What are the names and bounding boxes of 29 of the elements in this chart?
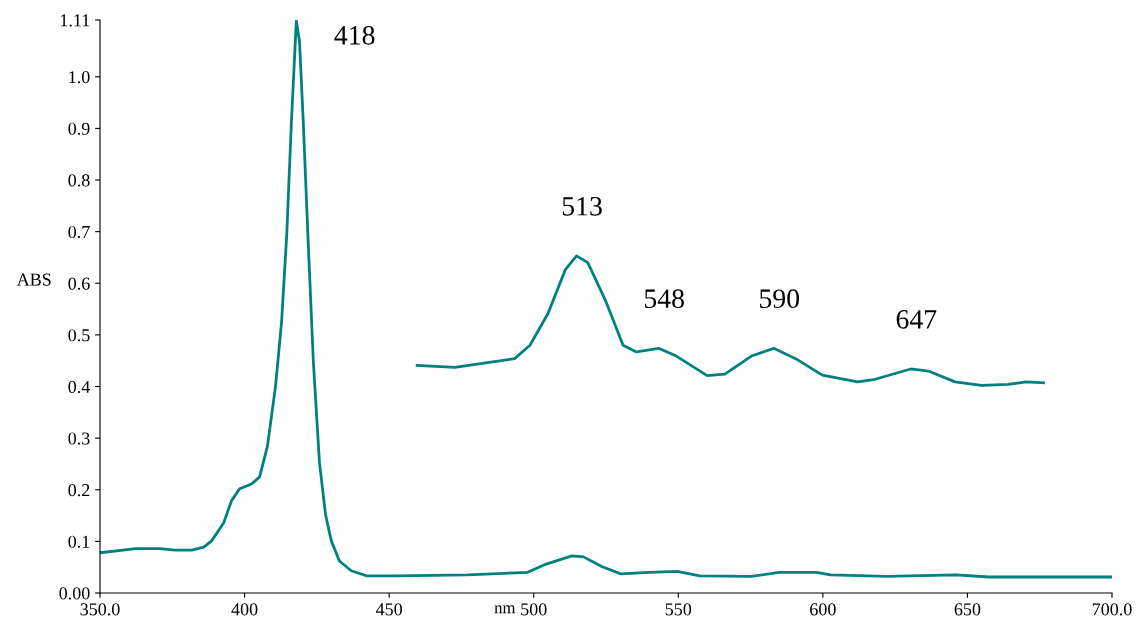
x-tick-label: 500 xyxy=(521,603,547,616)
x-tick-label: 550 xyxy=(665,603,692,616)
y-tick-label: 0.7 xyxy=(68,225,90,239)
y-tick-label: 0.4 xyxy=(68,380,90,394)
y-tick-label: 1.11 xyxy=(60,14,90,27)
line-series xyxy=(100,20,1112,579)
x-axis-title: nm xyxy=(494,605,516,614)
x-tick-label: 450 xyxy=(375,603,402,616)
annotation: 647 xyxy=(896,310,937,329)
y-tick-label: 0.9 xyxy=(68,122,90,135)
y-tick-label: 0.6 xyxy=(68,277,90,290)
annotation: 548 xyxy=(644,289,684,309)
x-tick-label: 600 xyxy=(810,603,836,616)
y-tick-label: 1.0 xyxy=(69,71,90,84)
x-tick-label: 400 xyxy=(231,603,258,616)
y-tick-label: 0.1 xyxy=(68,535,90,548)
y-tick-label: 0.00 xyxy=(59,587,90,600)
y-tick-label: 0.5 xyxy=(68,329,90,342)
y-tick-label: 0.2 xyxy=(68,484,90,497)
annotation: 418 xyxy=(334,25,375,45)
y-tick-label: 0.8 xyxy=(68,174,90,187)
line-series xyxy=(415,254,1045,387)
annotation: 513 xyxy=(562,196,602,216)
y-tick-label: 0.3 xyxy=(68,432,90,445)
x-tick-label: 700.0 xyxy=(1092,603,1132,616)
x-tick-label: 650 xyxy=(954,603,981,616)
annotation: 590 xyxy=(760,289,800,309)
x-tick-label: 350.0 xyxy=(80,603,120,616)
y-axis-title: ABS xyxy=(16,273,51,286)
